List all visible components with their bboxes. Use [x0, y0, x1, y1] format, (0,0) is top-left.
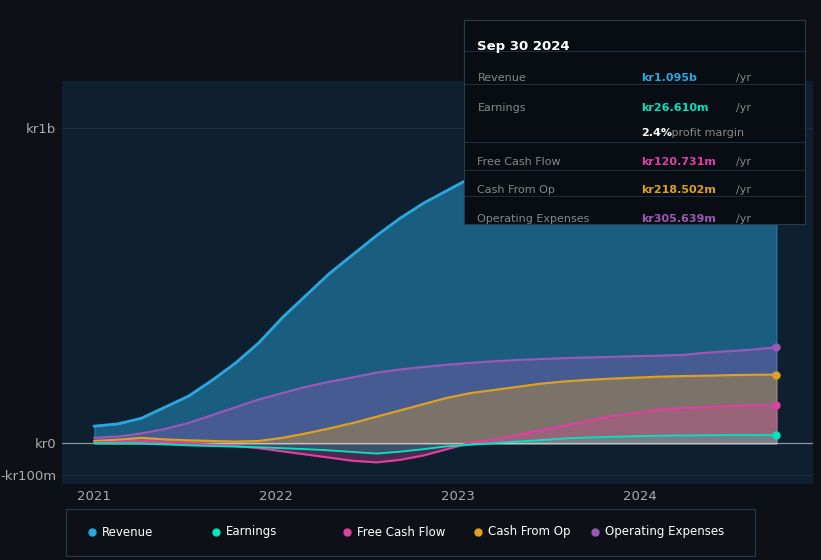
Text: kr26.610m: kr26.610m: [641, 104, 709, 114]
Text: /yr: /yr: [736, 185, 751, 195]
Text: kr305.639m: kr305.639m: [641, 214, 716, 224]
Text: /yr: /yr: [736, 73, 751, 83]
Text: Operating Expenses: Operating Expenses: [478, 214, 589, 224]
Text: Free Cash Flow: Free Cash Flow: [478, 157, 561, 166]
Text: kr120.731m: kr120.731m: [641, 157, 716, 166]
FancyBboxPatch shape: [66, 509, 755, 556]
Text: Revenue: Revenue: [478, 73, 526, 83]
Text: Earnings: Earnings: [226, 525, 277, 539]
Text: Operating Expenses: Operating Expenses: [605, 525, 724, 539]
Text: /yr: /yr: [736, 104, 751, 114]
Text: profit margin: profit margin: [668, 128, 745, 138]
Text: 2.4%: 2.4%: [641, 128, 672, 138]
Text: Earnings: Earnings: [478, 104, 526, 114]
Text: Sep 30 2024: Sep 30 2024: [478, 40, 570, 53]
Text: Revenue: Revenue: [102, 525, 153, 539]
Text: /yr: /yr: [736, 157, 751, 166]
Text: Cash From Op: Cash From Op: [488, 525, 571, 539]
Text: kr218.502m: kr218.502m: [641, 185, 716, 195]
Text: kr1.095b: kr1.095b: [641, 73, 697, 83]
Text: Free Cash Flow: Free Cash Flow: [356, 525, 445, 539]
Text: /yr: /yr: [736, 214, 751, 224]
Text: Cash From Op: Cash From Op: [478, 185, 555, 195]
